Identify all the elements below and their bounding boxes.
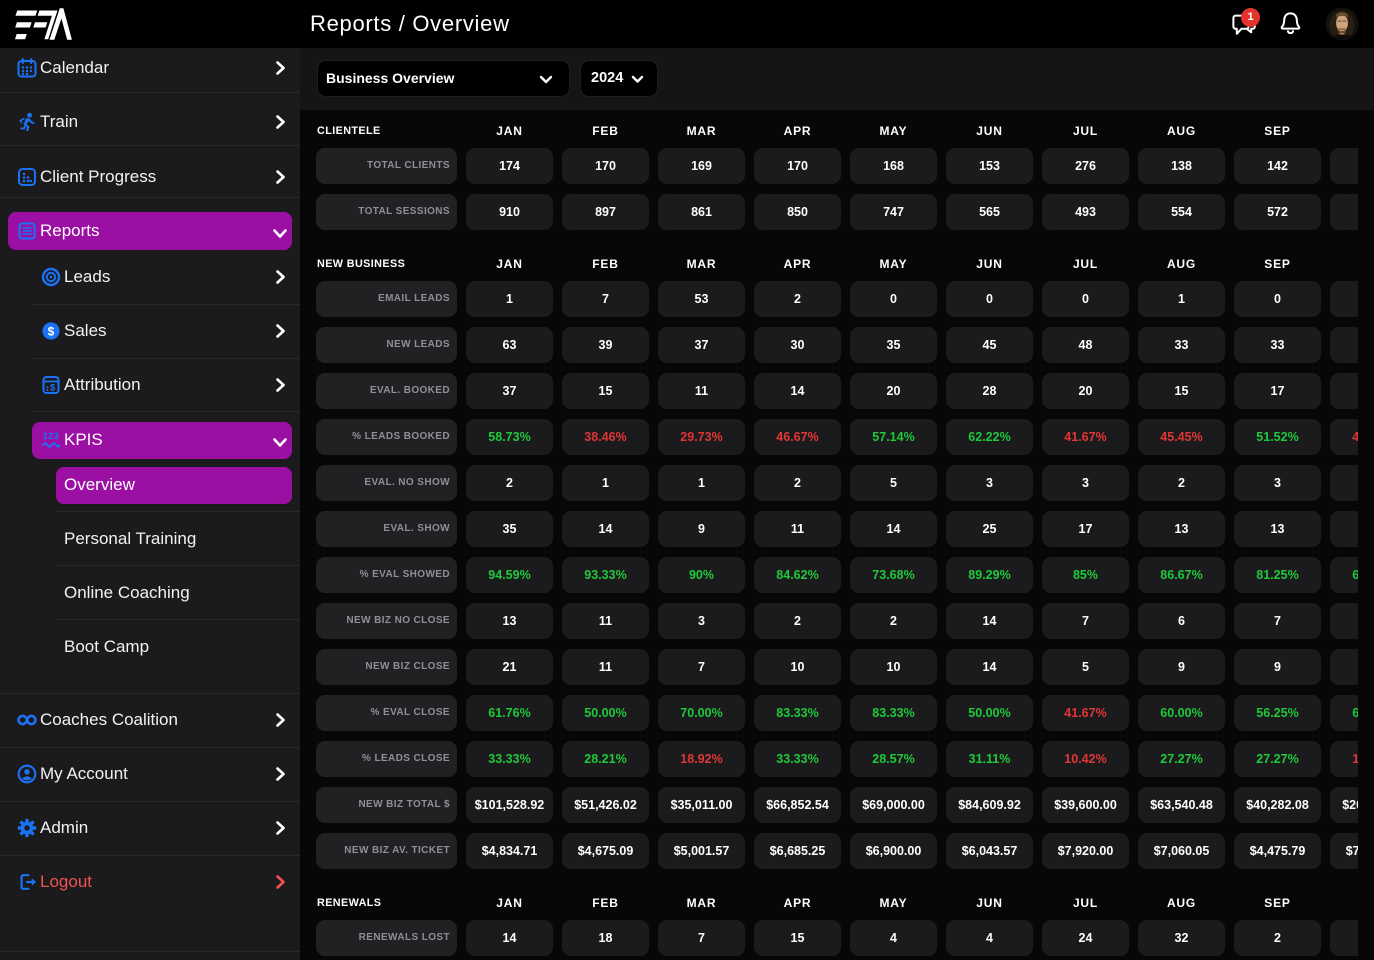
svg-text:123: 123 bbox=[43, 431, 60, 441]
svg-text:$: $ bbox=[48, 324, 55, 338]
svg-text:$: $ bbox=[50, 383, 56, 394]
